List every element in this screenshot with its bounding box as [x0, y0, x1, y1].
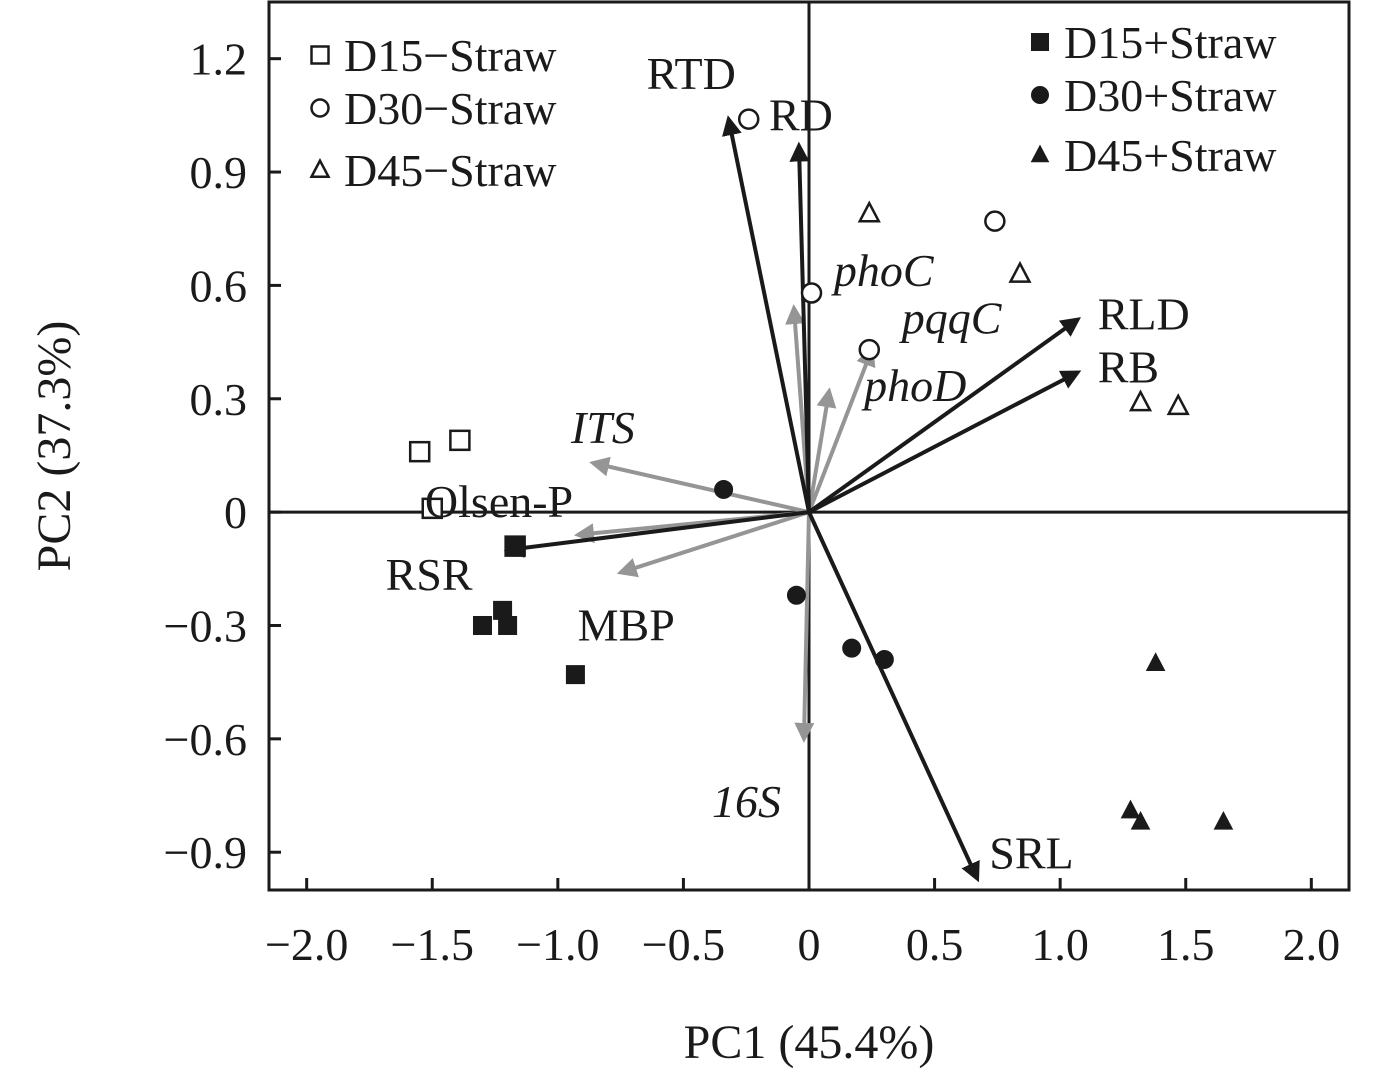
point-d15-straw	[498, 615, 518, 635]
point-d30-straw	[874, 649, 894, 669]
score-points	[408, 108, 1234, 830]
point-d30-straw	[737, 108, 760, 130]
point-d45-straw	[1166, 393, 1190, 416]
legend-marker	[1031, 86, 1049, 104]
point-d15-straw	[408, 440, 431, 463]
vector-label-mbp: MBP	[578, 600, 675, 651]
point-d15-straw	[449, 429, 471, 452]
y-tick-label: −0.6	[164, 714, 247, 765]
y-tick-label: 0	[224, 487, 247, 538]
point-d15-straw	[505, 536, 525, 556]
legend-label: D15+Straw	[1064, 17, 1277, 68]
vector-label-srl: SRL	[989, 828, 1073, 879]
y-tick-label: 0.3	[190, 374, 248, 425]
legend-marker	[1031, 33, 1049, 51]
plot-frame	[267, 0, 1351, 892]
point-d45-straw	[1145, 652, 1166, 671]
y-tick-label: 0.6	[190, 260, 248, 311]
vector-label-rd: RD	[769, 90, 833, 141]
legend-label: D45−Straw	[344, 145, 557, 196]
vector-label-16s: 16S	[712, 776, 781, 827]
point-d30-straw	[984, 210, 1006, 232]
y-axis-title: PC2 (37.3%)	[28, 321, 81, 572]
x-tick-label: 2.0	[1283, 919, 1341, 970]
point-d15-straw	[421, 497, 444, 520]
legend-label: D15−Straw	[344, 30, 557, 81]
x-tick-label: −1.0	[516, 919, 599, 970]
point-d30-straw	[800, 282, 823, 304]
point-d30-straw	[858, 338, 881, 361]
x-tick-label: 1.0	[1031, 919, 1089, 970]
vector-label-phoc: phoC	[831, 245, 935, 296]
point-d30-straw	[842, 638, 862, 658]
point-d15-straw	[472, 615, 492, 635]
loading-arrow-rd	[789, 141, 811, 513]
vector-label-its: ITS	[570, 402, 635, 453]
axes: −2.0 −1.5 −1.0 −0.5 0 0.5 1.0 1.5 2.0 1.2 0.9 0.6 0.…	[164, 34, 1341, 970]
loading-arrow-mbp	[616, 510, 810, 578]
point-d45-straw	[1120, 799, 1141, 819]
legend-label: D30+Straw	[1064, 70, 1277, 121]
legend-marker	[310, 98, 330, 118]
legend-label: D45+Straw	[1064, 130, 1277, 181]
y-tick-label: 1.2	[190, 34, 248, 85]
x-tick-label: 0	[798, 919, 821, 970]
vector-label-rtd: RTD	[647, 48, 736, 99]
loading-vectors	[503, 115, 1082, 883]
loading-arrow-rb	[808, 370, 1082, 514]
loading-arrow-rld	[807, 317, 1081, 514]
point-d45-straw	[1130, 810, 1151, 830]
point-d15-straw	[565, 665, 585, 685]
legend-marker	[310, 45, 330, 65]
x-tick-label: 0.5	[906, 919, 964, 970]
vector-label-olsen-p: Olsen-P	[425, 476, 573, 527]
loading-arrow-rsr	[503, 510, 810, 558]
point-d30-straw	[786, 585, 806, 605]
vector-label-phod: phoD	[861, 360, 966, 411]
loading-arrow-phod	[807, 387, 837, 513]
vector-label-rb: RB	[1098, 341, 1159, 392]
y-tick-label: −0.3	[164, 600, 247, 651]
vector-label-rld: RLD	[1098, 288, 1190, 339]
loading-arrow-its	[589, 456, 810, 515]
y-tick-label: 0.9	[190, 147, 248, 198]
legend-label: D30−Straw	[344, 83, 557, 134]
loading-arrow-rtd	[722, 115, 811, 513]
loading-arrow-srl	[807, 511, 980, 883]
loading-arrow-pqqc	[807, 345, 876, 513]
point-d45-straw	[1128, 389, 1153, 412]
x-tick-label: −1.5	[391, 919, 474, 970]
legend-marker	[1030, 144, 1050, 163]
point-d45-straw	[857, 200, 881, 223]
point-d30-straw	[714, 479, 734, 499]
y-tick-label: −0.9	[164, 827, 247, 878]
legend-marker	[309, 157, 331, 179]
loading-arrow-16s	[794, 512, 815, 743]
x-axis-title: PC1 (45.4%)	[684, 1016, 935, 1069]
x-tick-label: 1.5	[1157, 919, 1215, 970]
x-tick-label: −0.5	[642, 919, 725, 970]
x-tick-label: −2.0	[265, 919, 348, 970]
vector-label-pqqc: pqqC	[899, 293, 1003, 344]
vector-label-rsr: RSR	[386, 549, 473, 600]
point-d45-straw	[1008, 260, 1032, 283]
point-d45-straw	[1213, 810, 1234, 830]
